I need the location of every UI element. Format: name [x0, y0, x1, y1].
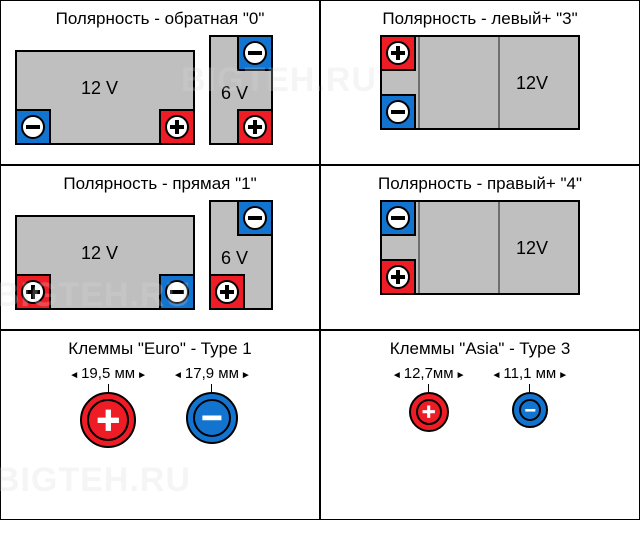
- terminal-plus: [159, 109, 195, 145]
- cell-title: Клеммы "Asia" - Type 3: [335, 339, 625, 359]
- cell-title: Полярность - правый+ "4": [335, 174, 625, 194]
- cell-clamps-euro: Клеммы "Euro" - Type 1 19,5 мм 17,9 мм B…: [0, 330, 320, 520]
- cell-right-plus-4: Полярность - правый+ "4" 12V: [320, 165, 640, 330]
- dim-label: 12,7мм: [404, 365, 454, 382]
- terminal-minus: [237, 200, 273, 236]
- voltage-label: 12 V: [81, 78, 118, 99]
- voltage-label: 12V: [516, 73, 548, 94]
- clamp-post-plus: [409, 392, 449, 432]
- cell-reverse-0: Полярность - обратная "0" 12 V 6 V: [0, 0, 320, 165]
- voltage-label: 12 V: [81, 243, 118, 264]
- terminal-plus: [15, 274, 51, 310]
- terminal-plus: [380, 259, 416, 295]
- battery-6v: 6 V: [209, 200, 273, 310]
- cell-clamps-asia: Клеммы "Asia" - Type 3 12,7мм 11,1 мм: [320, 330, 640, 520]
- battery-12v-side: 12V: [380, 35, 580, 130]
- terminal-minus: [380, 94, 416, 130]
- dim-label: 17,9 мм: [185, 365, 239, 382]
- clamp-plus-col: 19,5 мм: [69, 365, 147, 448]
- voltage-label: 6 V: [221, 248, 248, 269]
- battery-12v: 12 V: [15, 50, 195, 145]
- terminal-plus: [237, 109, 273, 145]
- battery-6v: 6 V: [209, 35, 273, 145]
- cell-title: Клеммы "Euro" - Type 1: [15, 339, 305, 359]
- polarity-chart: Полярность - обратная "0" 12 V 6 V: [0, 0, 640, 539]
- dim-label: 11,1 мм: [503, 365, 556, 382]
- watermark: BIGTEH.RU: [0, 461, 191, 500]
- dim-label: 19,5 мм: [81, 365, 135, 382]
- terminal-minus: [15, 109, 51, 145]
- cell-direct-1: Полярность - прямая "1" 12 V 6 V BIGTEH.…: [0, 165, 320, 330]
- cell-title: Полярность - прямая "1": [15, 174, 305, 194]
- terminal-minus: [237, 35, 273, 71]
- terminal-minus: [159, 274, 195, 310]
- cell-left-plus-3: Полярность - левый+ "3" 12V: [320, 0, 640, 165]
- clamp-minus-col: 17,9 мм: [173, 365, 251, 448]
- voltage-label: 12V: [516, 238, 548, 259]
- clamp-minus-col: 11,1 мм: [491, 365, 568, 432]
- clamp-post-minus: [512, 392, 548, 428]
- voltage-label: 6 V: [221, 83, 248, 104]
- terminal-minus: [380, 200, 416, 236]
- battery-12v-side: 12V: [380, 200, 580, 295]
- clamp-post-minus: [186, 392, 238, 444]
- clamp-post-plus: [80, 392, 136, 448]
- cell-title: Полярность - обратная "0": [15, 9, 305, 29]
- cell-title: Полярность - левый+ "3": [335, 9, 625, 29]
- battery-12v: 12 V: [15, 215, 195, 310]
- clamp-plus-col: 12,7мм: [392, 365, 466, 432]
- terminal-plus: [209, 274, 245, 310]
- terminal-plus: [380, 35, 416, 71]
